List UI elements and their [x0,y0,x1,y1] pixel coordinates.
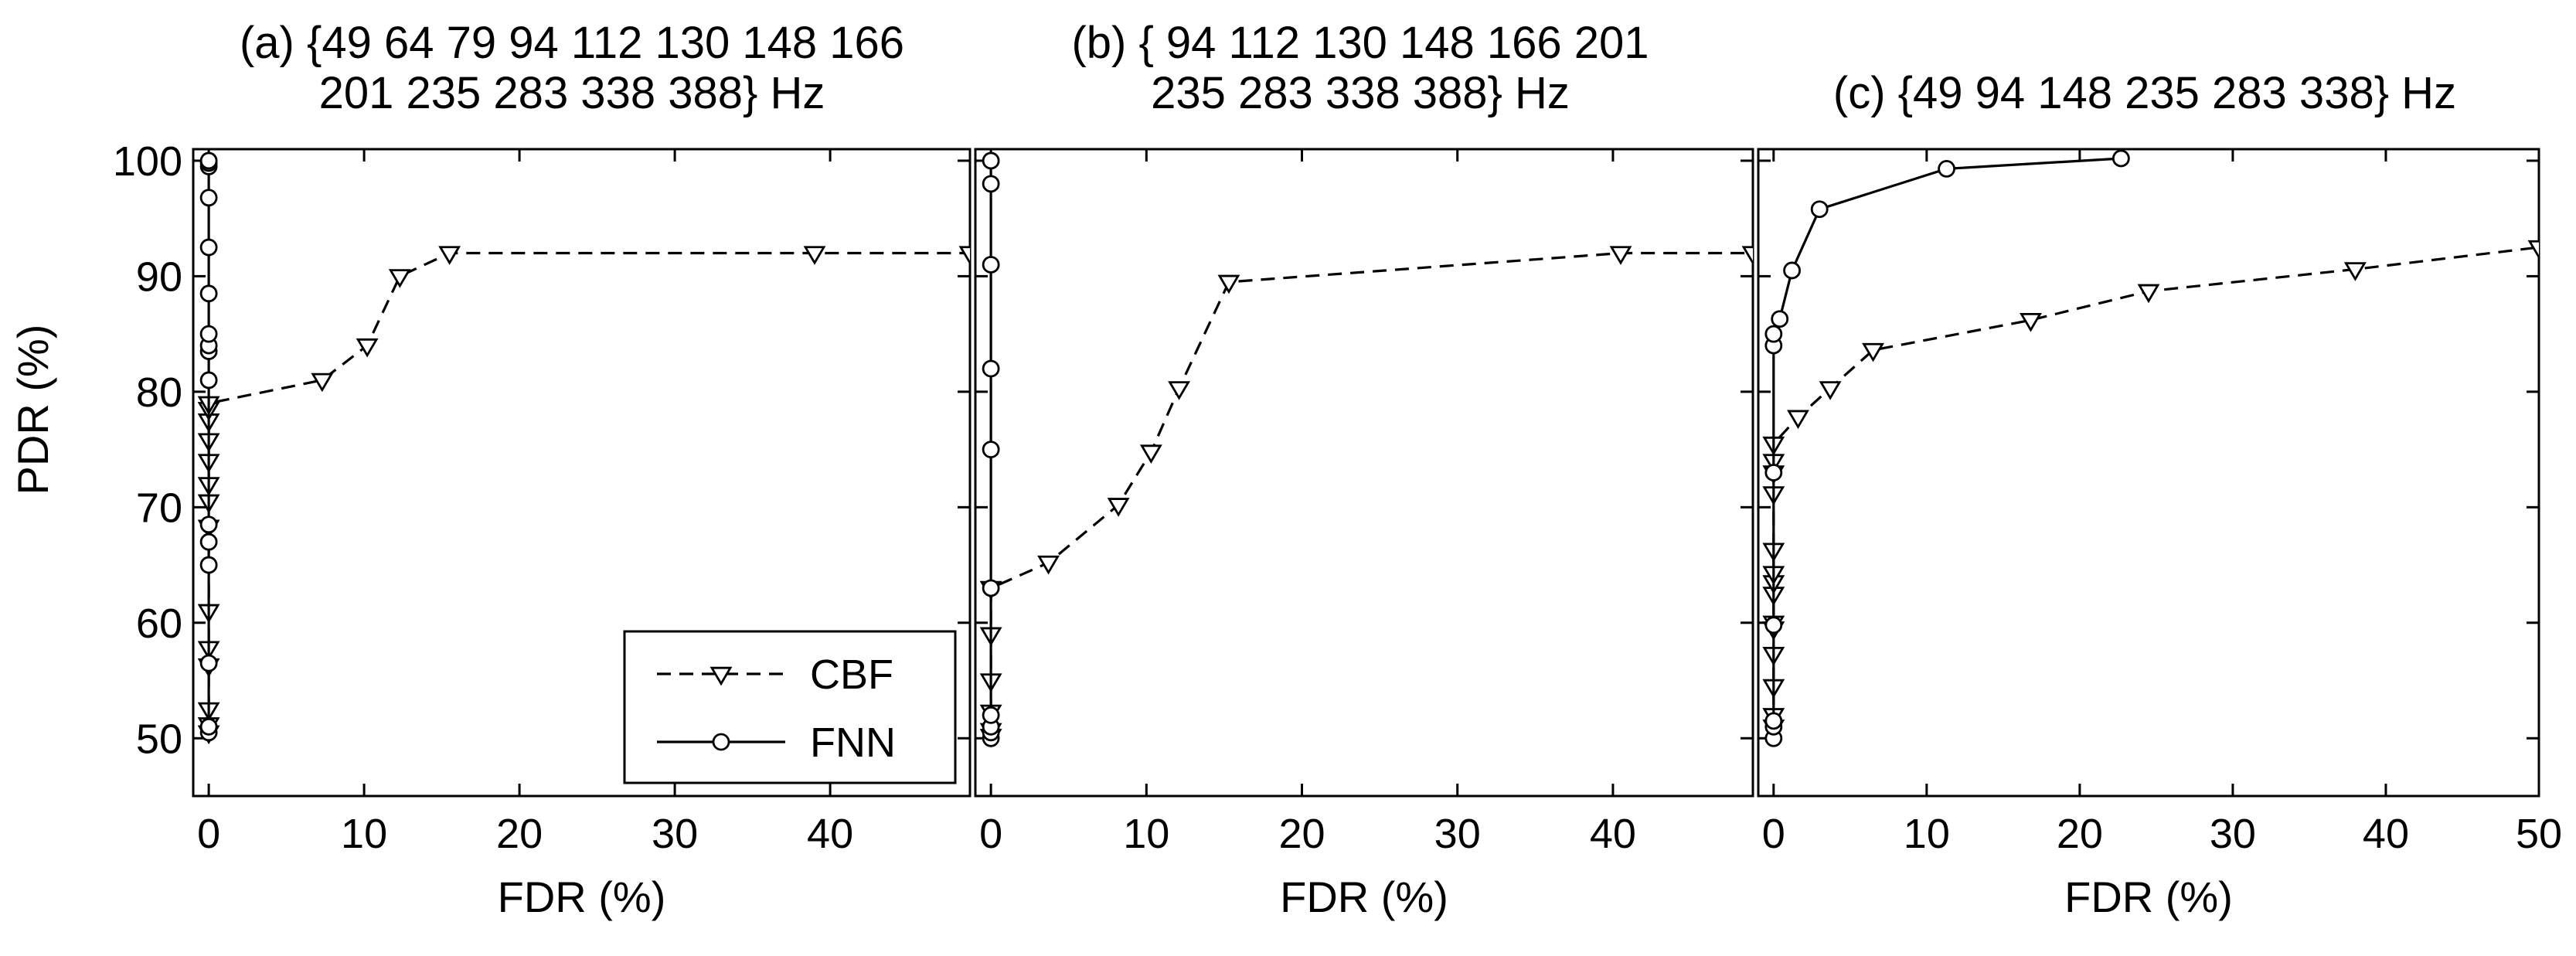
x-tick-label: 40 [2363,811,2409,857]
fnn-point [199,717,218,736]
x-tick-label: 0 [1762,811,1785,857]
fnn-point [1938,160,1955,178]
x-tick-label: 30 [2210,811,2256,857]
fnn-point [2112,149,2130,168]
fnn-point [199,325,218,343]
cbf-line [1772,246,2539,727]
x-tick-label: 0 [979,811,1002,857]
fnn-point [982,579,1000,597]
fnn-point [199,238,218,257]
x-tick-label: 10 [1904,811,1950,857]
series-group [197,151,970,745]
x-axis-label: FDR (%) [498,873,666,921]
fnn-point [1783,261,1801,280]
x-axis-label: FDR (%) [2064,873,2233,921]
y-tick-label: 100 [113,138,182,185]
cbf-point [438,246,461,265]
y-tick-label: 90 [136,253,182,300]
cbf-point [2343,262,2367,281]
plot-frame [1757,148,2540,798]
x-axis-label: FDR (%) [1280,873,1448,921]
y-tick-label: 70 [136,485,182,531]
x-tick-label: 10 [1123,811,1169,857]
x-tick-label: 20 [2057,811,2103,857]
cbf-point [1168,381,1191,400]
cbf-point [1741,246,1753,265]
legend-cbf-marker [710,666,733,686]
cbf-point [1787,410,1809,430]
fnn-point [1764,464,1783,481]
cbf-point [1819,381,1842,400]
x-tick-label: 10 [341,811,387,857]
cbf-line [989,251,1753,737]
fnn-point [982,359,1000,378]
cbf-point [388,269,411,288]
fnn-point [199,532,218,551]
cbf-point [1107,498,1130,517]
fnn-point [199,284,218,303]
legend-box [623,630,957,784]
fnn-point [982,441,1000,459]
x-tick-label: 0 [197,811,220,857]
x-tick-label: 20 [1278,811,1325,857]
panel-title-line: 235 283 338 388} Hz [1151,68,1570,118]
fnn-point [199,654,218,672]
cbf-point [311,373,334,393]
cbf-point [2020,313,2042,332]
y-axis-label: PDR (%) [9,325,57,495]
fnn-point [982,256,1000,274]
cbf-point [1609,246,1632,265]
panel-title-line: (a) {49 64 79 94 112 130 148 166 [240,18,904,68]
legend: CBF FNN [623,630,957,784]
panel-c: (c) {49 94 148 235 283 338} Hz 0 10 20 30 40 5… [1757,68,2562,921]
fnn-point [199,371,218,390]
plot-frame [974,148,1754,798]
cbf-point [958,246,970,265]
fnn-point [1771,310,1789,328]
fnn-point [1810,200,1829,219]
x-tick-label: 40 [1590,811,1636,857]
cbf-point [1139,444,1162,464]
plot-frame [192,148,972,798]
cbf-point [2527,240,2539,260]
x-tick-label: 40 [807,811,853,857]
fnn-point [199,189,218,207]
x-tick-label: 30 [1434,811,1481,857]
cbf-point [1862,342,1884,362]
series-group [979,151,1753,748]
cbf-point [1217,274,1240,294]
x-tick-label: 50 [2516,811,2562,857]
y-tick-label: 80 [136,369,182,416]
cbf-point [356,338,379,358]
fnn-point [982,175,1000,193]
panel-title-line: (b) { 94 112 130 148 166 201 [1071,18,1649,68]
series-group [1762,149,2539,747]
fnn-point [199,556,218,574]
fnn-point [1764,712,1783,730]
cbf-point [1037,555,1060,575]
fnn-point [1764,325,1783,343]
cbf-point [803,246,826,265]
legend-cbf-label: CBF [810,652,893,698]
y-tick-label: 60 [136,600,182,647]
fnn-point [982,151,1000,170]
fnn-point [982,706,1000,724]
fnn-point [199,515,218,534]
y-tick-label: 50 [136,716,182,762]
fnn-point [199,151,218,170]
x-tick-label: 30 [652,811,698,857]
x-tick-label: 20 [496,811,543,857]
cbf-point [2137,284,2160,304]
panel-title-line: 201 235 283 338 388} Hz [319,68,825,118]
fnn-line [1772,157,2122,739]
legend-fnn-label: FNN [810,720,896,766]
legend-fnn-marker [712,733,730,751]
fnn-point [1764,616,1783,634]
panel-title-line: (c) {49 94 148 235 283 338} Hz [1833,68,2456,118]
